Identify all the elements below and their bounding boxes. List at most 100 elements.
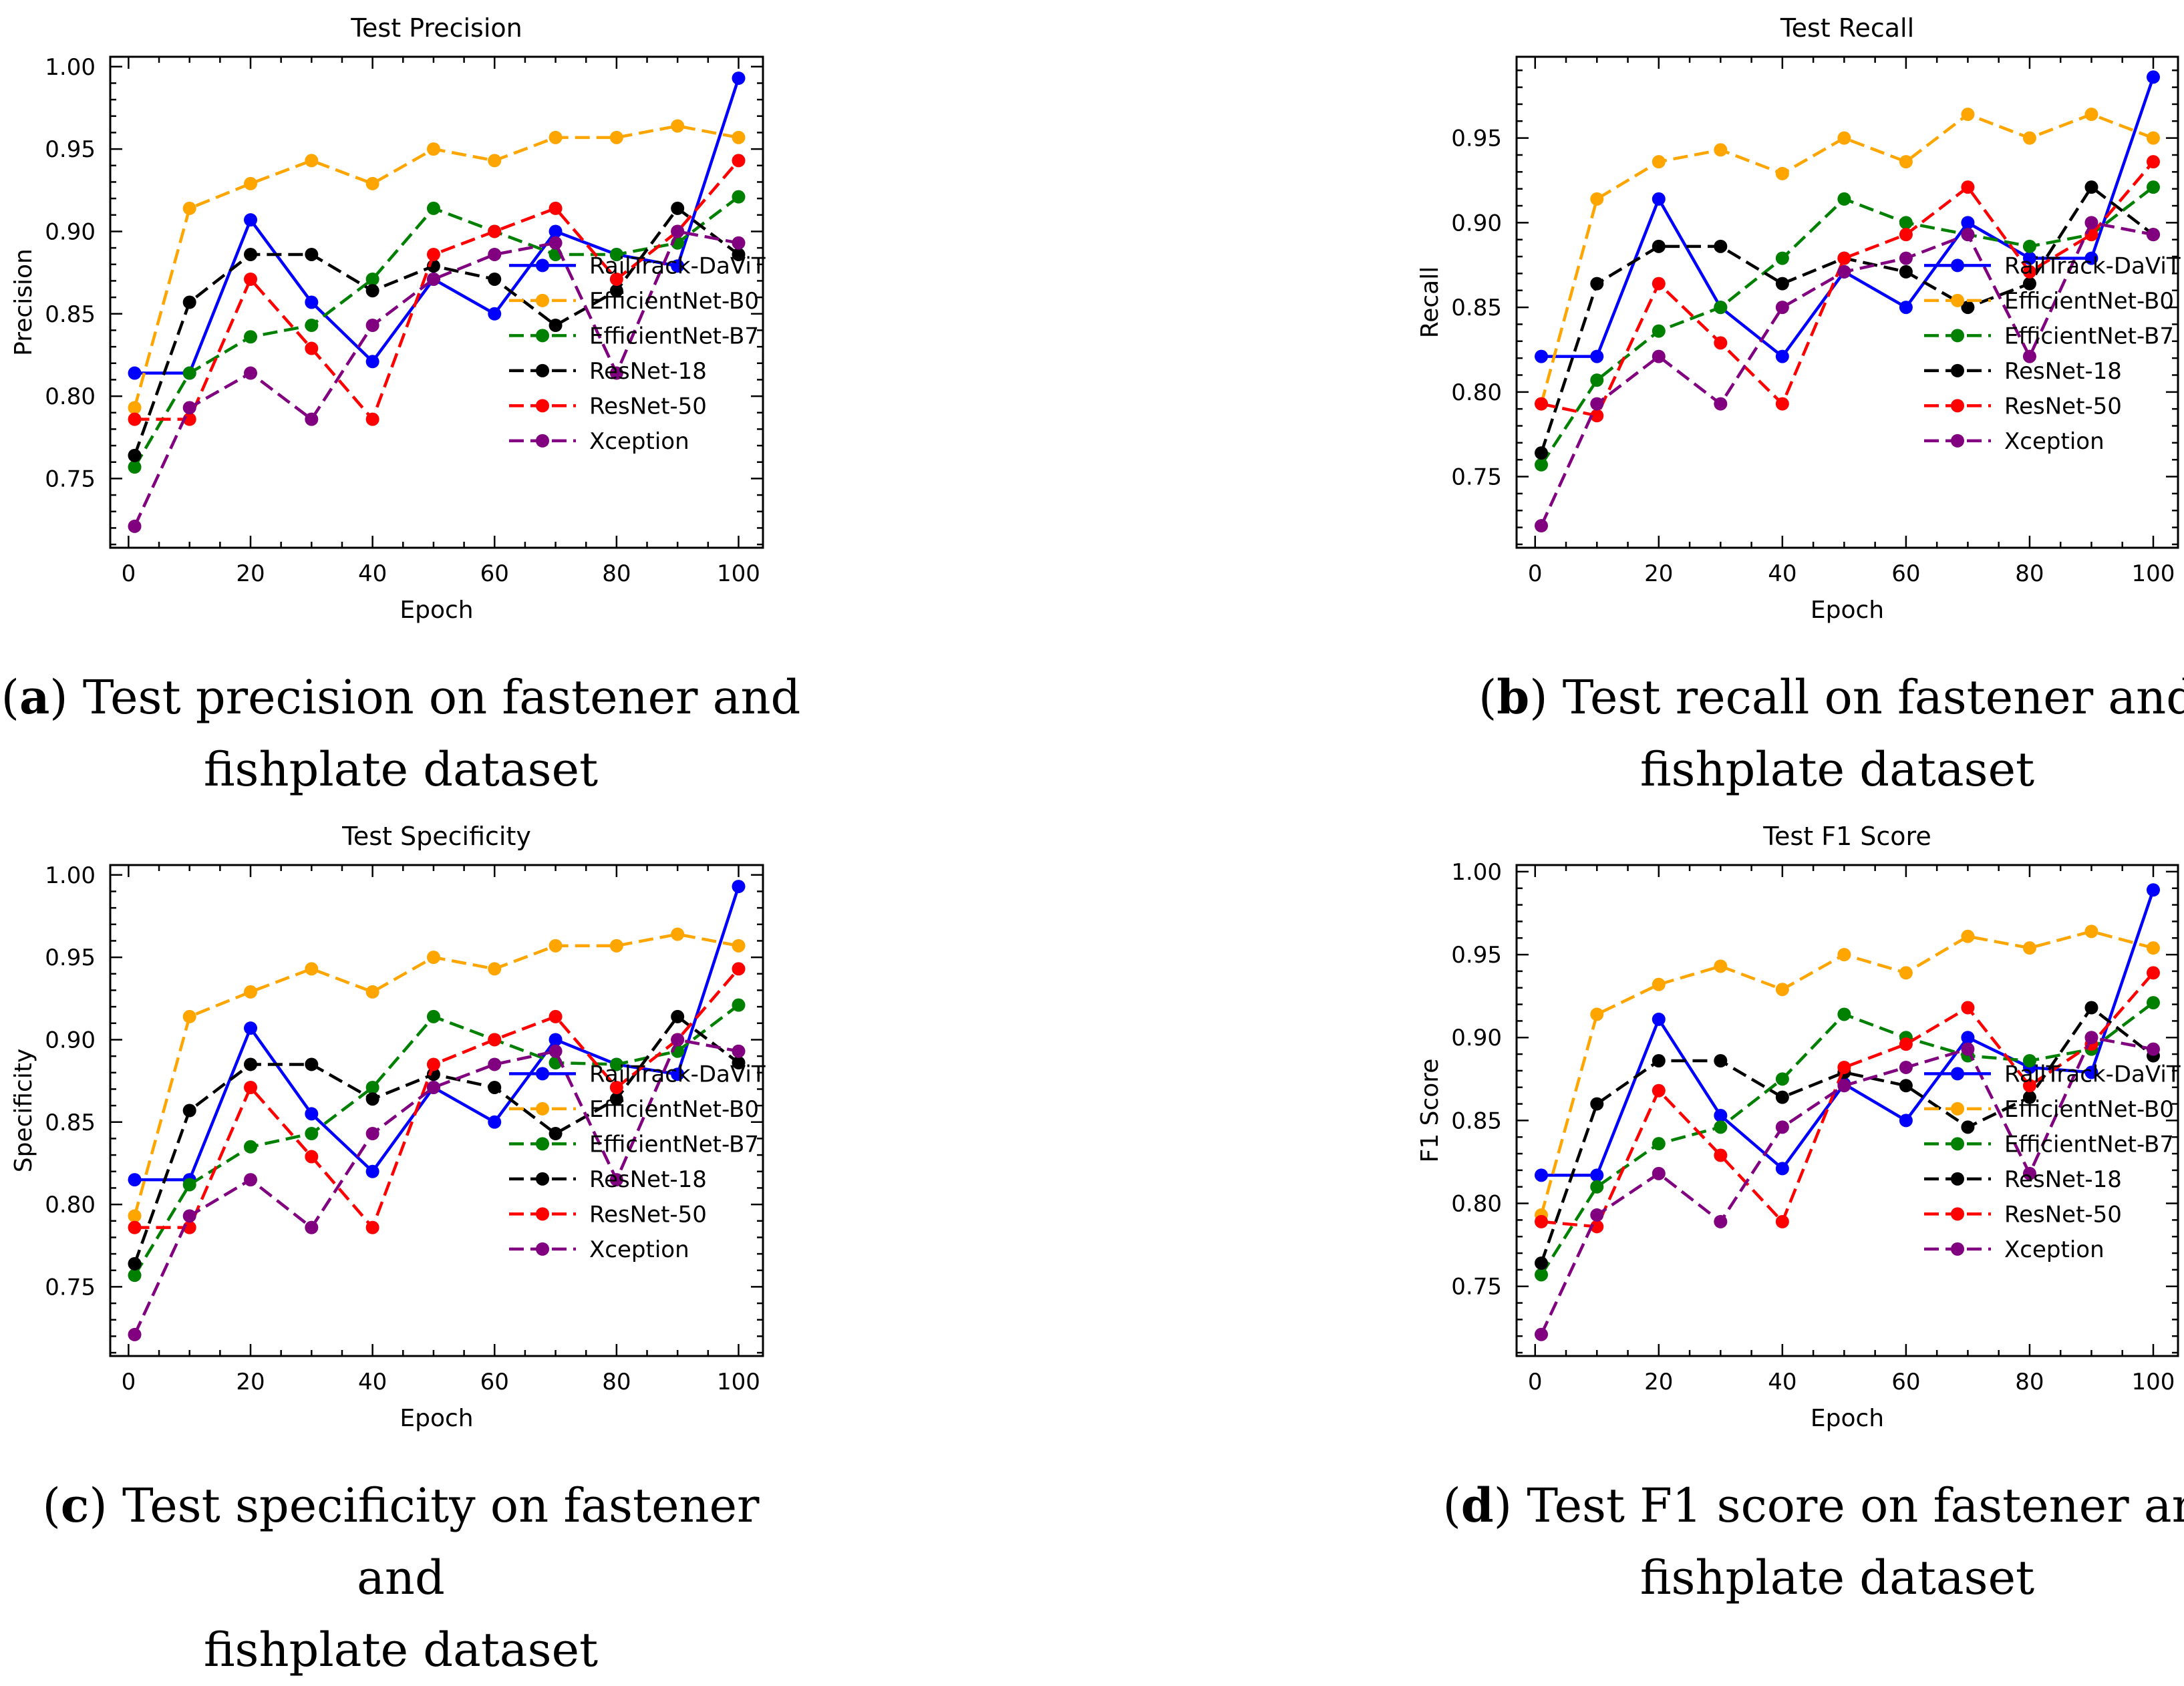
legend-marker: [536, 399, 549, 413]
data-point: [2022, 251, 2036, 265]
data-point: [2022, 349, 2036, 363]
data-point: [1714, 1108, 1728, 1122]
data-point: [1535, 397, 1549, 411]
plot-frame: [1515, 864, 2179, 1357]
data-point: [2022, 1090, 2036, 1104]
legend-item-efficientnet-b0: EfficientNet-B0: [509, 288, 759, 315]
data-point: [1714, 397, 1728, 411]
data-point: [2022, 1079, 2036, 1093]
data-point: [244, 1140, 258, 1154]
data-point: [1775, 1072, 1789, 1086]
legend-item-railtrack-davit: RailTrack-DaViT: [1924, 1061, 2181, 1087]
data-point: [1535, 519, 1549, 533]
data-point: [1535, 1268, 1549, 1282]
legend-label: ResNet-18: [589, 1166, 707, 1193]
data-point: [128, 1209, 142, 1223]
y-tick-label: 0.85: [45, 301, 96, 328]
x-tick-label: 60: [480, 1369, 509, 1395]
data-point: [1775, 1090, 1789, 1104]
data-point: [1652, 239, 1666, 253]
caption-line2: fishplate dataset: [1640, 742, 2035, 797]
legend-item-xception: Xception: [1924, 428, 2104, 455]
series-resnet-50: [1535, 966, 2160, 1234]
data-point: [549, 1009, 563, 1023]
caption-letter: b: [1497, 669, 1530, 725]
data-point: [1961, 1042, 1975, 1056]
data-point: [609, 284, 623, 298]
data-point: [1775, 277, 1789, 291]
data-point: [365, 1127, 379, 1141]
y-tick-label: 0.95: [1451, 942, 1502, 969]
data-point: [1535, 1256, 1549, 1270]
plot-frame: [109, 864, 764, 1357]
legend-marker: [536, 363, 549, 377]
data-point: [128, 519, 142, 533]
series-xception: [128, 224, 746, 533]
series-line: [1539, 1006, 2155, 1264]
data-point: [488, 1033, 502, 1047]
data-point: [305, 962, 319, 976]
data-point: [549, 1033, 563, 1047]
data-point: [1837, 1007, 1851, 1021]
legend-label: ResNet-50: [2004, 1201, 2122, 1228]
data-point: [732, 939, 746, 953]
data-point: [426, 272, 440, 286]
data-point: [1652, 155, 1666, 169]
data-point: [609, 939, 623, 953]
legend-marker: [1951, 1067, 1964, 1081]
data-point: [549, 130, 563, 144]
data-point: [244, 213, 258, 227]
data-point: [244, 330, 258, 344]
data-point: [1652, 977, 1666, 991]
y-tick-label: 0.90: [1451, 1025, 1502, 1051]
legend-label: EfficientNet-B7: [589, 323, 759, 349]
legend-item-resnet-50: ResNet-50: [1924, 1201, 2122, 1228]
data-point: [2146, 228, 2160, 242]
chart-recall: Test Recall 0 20 40 60 80 100 0.75 0.80 0.85 0.90 0…: [1416, 13, 2181, 624]
legend-label: ResNet-18: [2004, 358, 2122, 385]
data-point: [128, 448, 142, 462]
data-point: [244, 985, 258, 999]
data-point: [2022, 265, 2036, 279]
data-point: [305, 295, 319, 309]
data-point: [2084, 251, 2098, 265]
x-tick-label: 80: [2015, 560, 2044, 587]
data-point: [365, 272, 379, 286]
data-point: [1837, 192, 1851, 206]
legend-marker: [1951, 1102, 1964, 1116]
data-point: [1899, 228, 1913, 242]
data-point: [244, 1021, 258, 1035]
data-point: [1899, 1060, 1913, 1074]
legend-label: EfficientNet-B7: [2004, 1131, 2174, 1158]
legend-label: ResNet-50: [589, 393, 707, 419]
data-point: [1837, 265, 1851, 279]
data-point: [2146, 941, 2160, 955]
series-efficientnet-b0: [1535, 108, 2160, 411]
data-point: [244, 366, 258, 380]
data-point: [2146, 1042, 2160, 1056]
data-point: [128, 1173, 142, 1187]
data-point: [549, 1044, 563, 1058]
data-point: [1590, 373, 1604, 387]
legend-marker: [1951, 1207, 1964, 1221]
data-point: [2022, 941, 2036, 955]
x-tick-label: 60: [1891, 560, 1920, 587]
x-axis-label: Epoch: [1811, 597, 1884, 624]
data-point: [182, 201, 196, 215]
data-point: [732, 962, 746, 976]
chart-title: Test Specificity: [341, 822, 531, 851]
y-tick-label: 1.00: [45, 54, 96, 81]
series-resnet-18: [128, 1009, 746, 1271]
data-point: [671, 119, 685, 133]
data-point: [244, 176, 258, 190]
legend-marker: [536, 329, 549, 343]
y-tick-label: 0.85: [45, 1110, 96, 1136]
y-axis-label: Precision: [10, 248, 37, 356]
series-line: [1541, 76, 2155, 358]
data-point: [1775, 983, 1789, 997]
legend-label: ResNet-18: [2004, 1166, 2122, 1193]
series-railtrack-davit: [1535, 70, 2160, 363]
x-tick-label: 80: [2015, 1369, 2044, 1395]
data-point: [1714, 301, 1728, 315]
data-point: [1714, 239, 1728, 253]
